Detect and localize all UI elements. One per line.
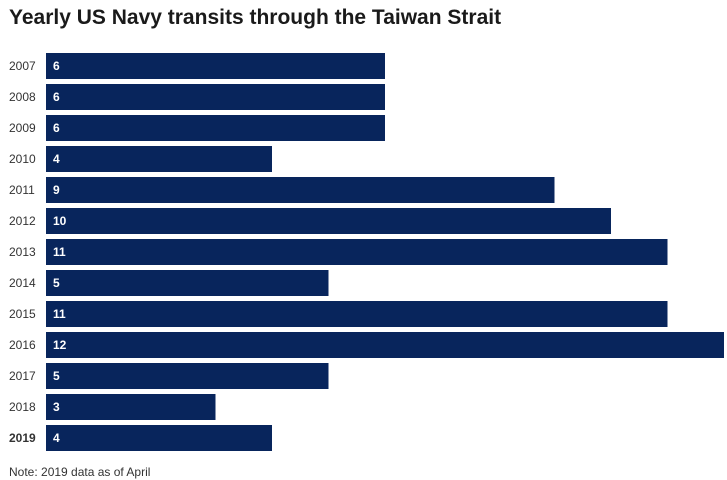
- bar-group-2019: 2019 4: [9, 425, 272, 451]
- bar-2015: [46, 301, 668, 327]
- bar-group-2012: 2012 10: [9, 208, 611, 234]
- category-label-2016: 2016: [9, 338, 36, 352]
- bar-2016: [46, 332, 724, 358]
- bar-group-2009: 2009 6: [9, 115, 385, 141]
- value-label-2019: 4: [53, 431, 60, 445]
- category-label-2011: 2011: [9, 183, 35, 197]
- bar-group-2014: 2014 5: [9, 270, 329, 296]
- category-label-2007: 2007: [9, 59, 36, 73]
- category-label-2017: 2017: [9, 369, 36, 383]
- value-label-2014: 5: [53, 276, 60, 290]
- value-label-2018: 3: [53, 400, 60, 414]
- category-label-2008: 2008: [9, 90, 36, 104]
- value-label-2010: 4: [53, 152, 60, 166]
- category-label-2015: 2015: [9, 307, 36, 321]
- bar-group-2013: 2013 11: [9, 239, 668, 265]
- bar-2010: [46, 146, 272, 172]
- bar-2019: [46, 425, 272, 451]
- bar-2017: [46, 363, 329, 389]
- value-label-2009: 6: [53, 121, 60, 135]
- value-label-2008: 6: [53, 90, 60, 104]
- value-label-2011: 9: [53, 183, 60, 197]
- category-label-2009: 2009: [9, 121, 36, 135]
- category-label-2010: 2010: [9, 152, 36, 166]
- value-label-2012: 10: [53, 214, 67, 228]
- bar-group-2017: 2017 5: [9, 363, 329, 389]
- bar-2012: [46, 208, 611, 234]
- bar-group-2007: 2007 6: [9, 53, 385, 79]
- bar-2009: [46, 115, 385, 141]
- bar-group-2011: 2011 9: [9, 177, 555, 203]
- bar-2014: [46, 270, 329, 296]
- value-label-2015: 11: [53, 307, 66, 321]
- value-label-2017: 5: [53, 369, 60, 383]
- bar-2011: [46, 177, 555, 203]
- bar-group-2010: 2010 4: [9, 146, 272, 172]
- category-label-2018: 2018: [9, 400, 36, 414]
- bar-group-2016: 2016 12: [9, 332, 724, 358]
- bar-2013: [46, 239, 668, 265]
- bar-2007: [46, 53, 385, 79]
- value-label-2016: 12: [53, 338, 67, 352]
- category-label-2012: 2012: [9, 214, 36, 228]
- bar-group-2008: 2008 6: [9, 84, 385, 110]
- category-label-2013: 2013: [9, 245, 36, 259]
- category-label-2019: 2019: [9, 431, 36, 445]
- category-label-2014: 2014: [9, 276, 36, 290]
- chart-note: Note: 2019 data as of April: [9, 465, 151, 479]
- chart-title: Yearly US Navy transits through the Taiw…: [9, 6, 502, 29]
- bar-2018: [46, 394, 216, 420]
- bar-group-2015: 2015 11: [9, 301, 668, 327]
- bar-2008: [46, 84, 385, 110]
- value-label-2007: 6: [53, 59, 60, 73]
- value-label-2013: 11: [53, 245, 66, 259]
- bar-group-2018: 2018 3: [9, 394, 216, 420]
